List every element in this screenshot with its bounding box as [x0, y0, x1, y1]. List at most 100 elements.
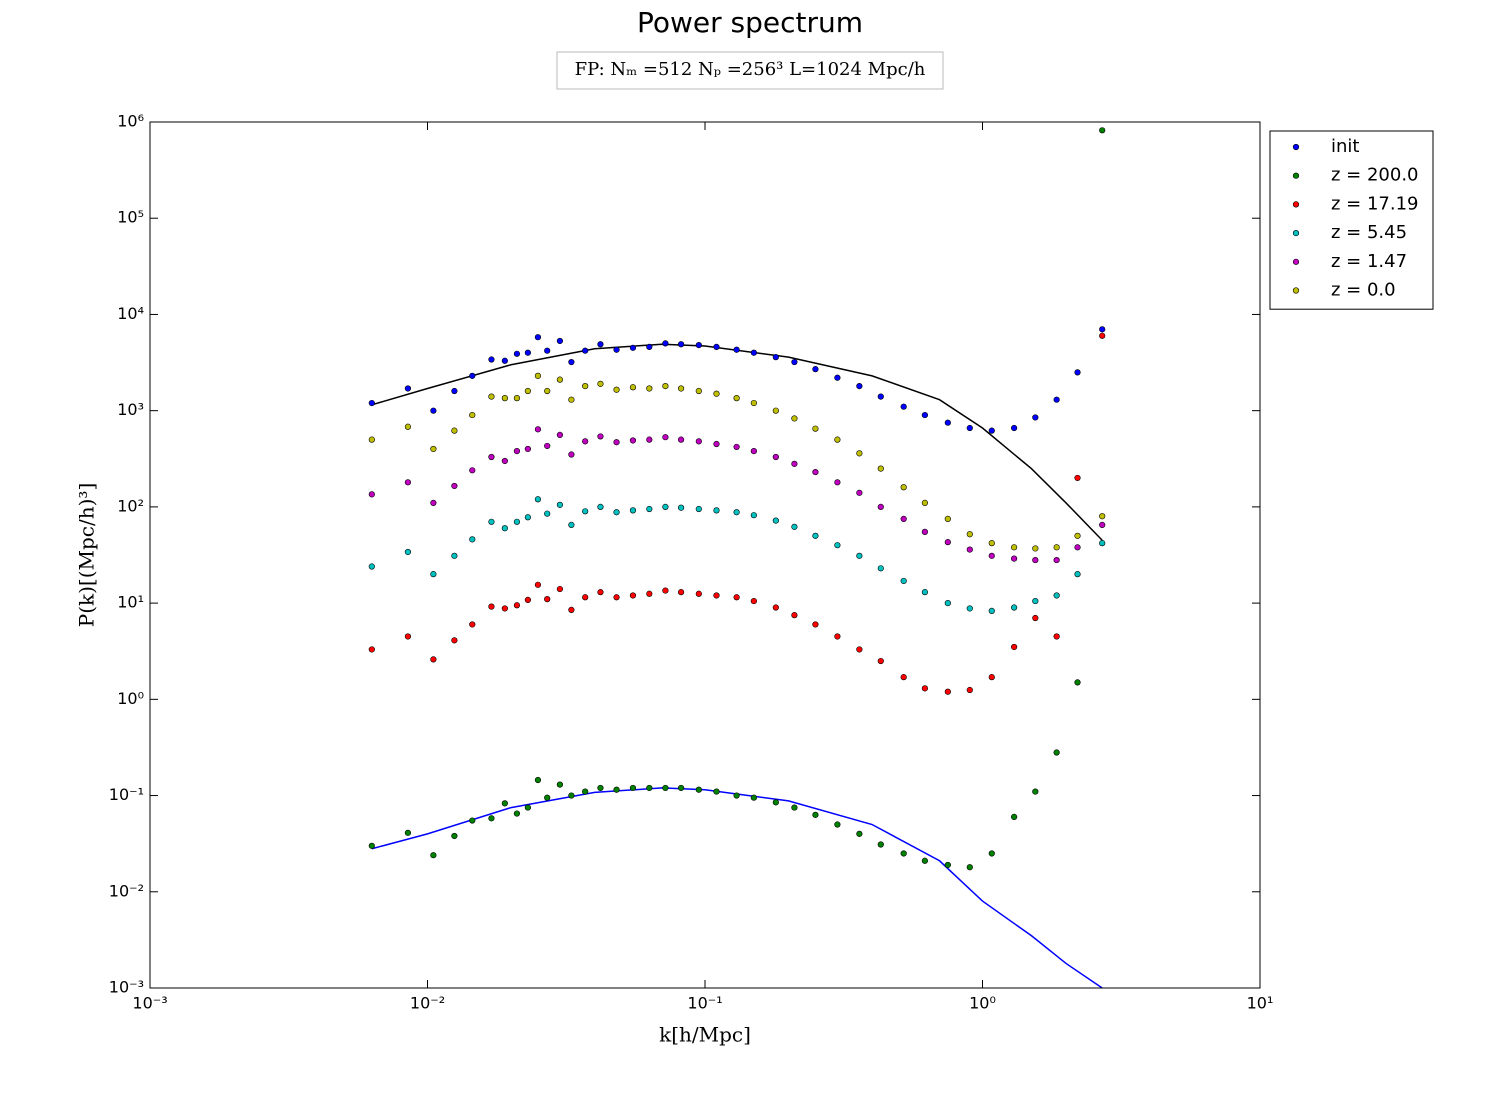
data-point — [568, 358, 575, 366]
data-point — [834, 633, 841, 640]
data-point — [646, 436, 653, 443]
legend-label: z = 200.0 — [1331, 165, 1419, 186]
y-axis-label: P(k)[(Mpc/h)³] — [75, 483, 99, 628]
data-point — [534, 426, 542, 433]
annotation-box — [556, 51, 944, 90]
data-point — [646, 385, 653, 392]
data-point — [877, 657, 884, 665]
data-point — [501, 800, 508, 807]
data-point — [430, 407, 437, 414]
data-point — [695, 505, 702, 513]
y-tick-label: 10³ — [117, 400, 144, 419]
model-line — [371, 343, 1103, 541]
data-point — [488, 453, 495, 461]
data-point — [877, 565, 884, 572]
data-point — [856, 383, 863, 390]
legend-marker — [1292, 287, 1300, 294]
data-point — [613, 509, 620, 516]
data-point — [791, 415, 798, 422]
data-point — [695, 590, 702, 597]
data-point — [469, 621, 476, 628]
y-tick-label: 10¹ — [117, 593, 144, 612]
data-point — [582, 788, 589, 795]
data-point — [834, 436, 841, 443]
legend-marker — [1292, 258, 1300, 265]
data-point — [513, 448, 521, 455]
data-point — [368, 491, 375, 498]
data-point — [1011, 424, 1018, 432]
data-point — [750, 349, 757, 356]
data-point — [597, 503, 604, 510]
data-point — [524, 514, 531, 521]
data-point — [944, 539, 951, 546]
data-point — [1032, 414, 1039, 421]
data-point — [713, 343, 720, 350]
data-point — [733, 509, 740, 516]
data-point — [966, 686, 973, 694]
data-point — [921, 685, 928, 692]
data-point — [646, 505, 653, 513]
data-point — [404, 423, 412, 430]
data-point — [677, 436, 685, 443]
data-point — [772, 407, 779, 414]
data-point — [1074, 474, 1081, 482]
data-point — [1053, 633, 1060, 640]
data-point — [1053, 544, 1060, 551]
data-point — [430, 852, 437, 859]
data-point — [568, 521, 575, 528]
data-point — [900, 515, 907, 523]
data-point — [582, 594, 589, 601]
data-point — [966, 531, 973, 538]
data-point — [750, 399, 757, 407]
data-point — [568, 606, 575, 614]
plot-frame — [149, 121, 1261, 989]
data-point — [469, 411, 476, 419]
data-point — [646, 343, 653, 350]
data-point — [713, 507, 720, 514]
data-point — [812, 621, 819, 628]
data-point — [695, 786, 702, 793]
data-point — [368, 436, 375, 443]
data-point — [646, 590, 653, 597]
x-tick-label: 10⁰ — [969, 994, 996, 1013]
data-point — [430, 571, 437, 578]
data-point — [629, 784, 637, 792]
data-point — [430, 445, 437, 453]
data-point — [988, 540, 995, 547]
data-point — [1099, 127, 1106, 134]
data-point — [791, 358, 798, 366]
data-point — [544, 794, 551, 801]
legend-label: z = 1.47 — [1331, 251, 1407, 272]
data-point — [556, 376, 564, 383]
data-point — [451, 552, 458, 559]
data-point — [568, 792, 575, 799]
y-tick-label: 10⁵ — [117, 208, 144, 227]
data-point — [812, 532, 819, 539]
data-point — [646, 784, 653, 792]
data-point — [1032, 788, 1039, 795]
data-point — [856, 552, 863, 559]
data-point — [404, 633, 412, 640]
data-point — [451, 637, 458, 644]
data-point — [812, 811, 819, 818]
data-point — [1032, 614, 1039, 622]
data-point — [1053, 556, 1060, 564]
x-tick-label: 10⁻² — [410, 994, 445, 1013]
legend-marker — [1292, 230, 1300, 237]
data-point — [944, 861, 951, 869]
data-point — [677, 784, 685, 792]
data-point — [597, 589, 604, 596]
data-point — [404, 829, 412, 836]
data-point — [513, 350, 521, 357]
data-point — [1032, 597, 1039, 605]
data-point — [662, 340, 669, 347]
data-point — [568, 451, 575, 458]
data-point — [501, 605, 508, 612]
data-point — [791, 523, 798, 530]
data-point — [451, 482, 458, 490]
x-tick-label: 10⁻¹ — [687, 994, 722, 1013]
data-point — [900, 850, 907, 857]
data-point — [629, 384, 637, 391]
data-point — [1099, 332, 1106, 339]
data-point — [501, 395, 508, 402]
